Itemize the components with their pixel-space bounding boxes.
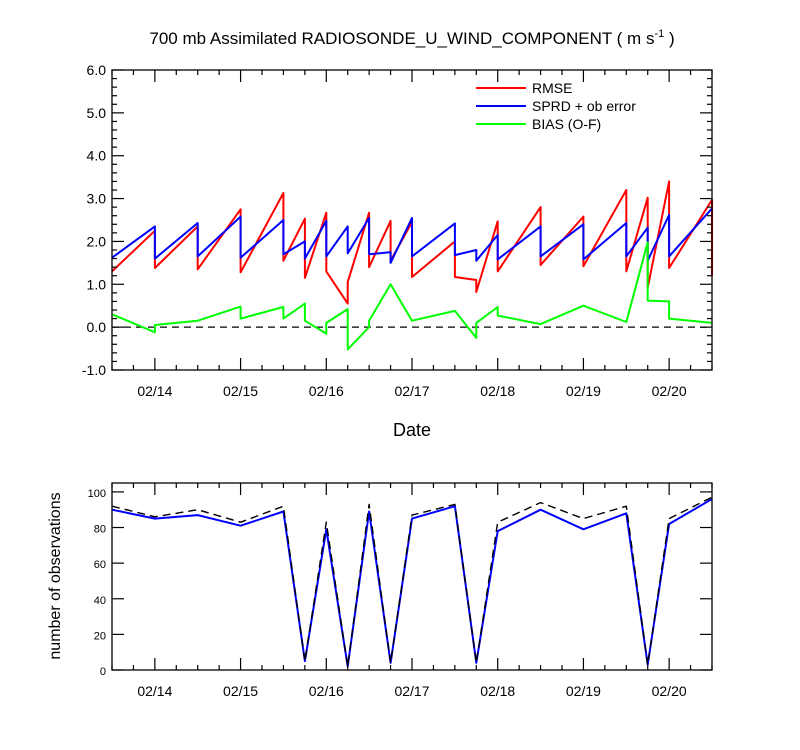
x-tick-label: 02/18: [480, 383, 515, 399]
y-tick-label: 2.0: [87, 233, 107, 249]
series-line-obs-used: [111, 498, 713, 668]
series-line-sprd-ob-error: [111, 207, 713, 264]
x-tick-label: 02/15: [223, 683, 258, 699]
y-tick-label: 0.0: [87, 319, 107, 335]
legend-label-bias: BIAS (O-F): [532, 116, 601, 132]
top-y-tick-labels: -1.0 0.0 1.0 2.0 3.0 4.0 5.0 6.0: [82, 62, 106, 378]
y-tick-label: 80: [94, 524, 106, 536]
y-tick-label: 3.0: [87, 191, 107, 207]
bottom-y-axis-label: number of observations: [47, 492, 64, 659]
x-tick-label: 02/20: [652, 383, 687, 399]
legend-item-sprd: SPRD + ob error: [476, 98, 636, 114]
chart-title-main: 700 mb Assimilated RADIOSONDE_U_WIND_COM…: [149, 29, 654, 48]
bottom-y-tick-labels: 0 20 40 60 80 100: [88, 488, 106, 678]
y-tick-label: 40: [94, 595, 106, 607]
series-line-obs-available: [111, 496, 713, 668]
y-tick-label: 100: [88, 488, 106, 500]
series-line-bias-o-f-: [111, 241, 713, 351]
y-tick-label: 1.0: [87, 276, 107, 292]
top-x-axis-label: Date: [393, 420, 431, 440]
top-plot-frame: [111, 69, 713, 371]
legend-label-sprd: SPRD + ob error: [532, 98, 636, 114]
x-tick-label: 02/20: [652, 683, 687, 699]
x-tick-label: 02/15: [223, 383, 258, 399]
y-tick-label: 6.0: [87, 62, 107, 78]
x-tick-label: 02/14: [137, 383, 172, 399]
x-tick-label: 02/16: [309, 683, 344, 699]
legend-item-rmse: RMSE: [476, 80, 572, 96]
legend-label-rmse: RMSE: [532, 80, 572, 96]
legend: RMSE SPRD + ob error BIAS (O-F): [476, 80, 636, 132]
y-tick-label: 20: [94, 630, 106, 642]
x-tick-label: 02/17: [394, 683, 429, 699]
top-x-tick-labels: 02/14 02/15 02/16 02/17 02/18 02/19 02/20: [137, 383, 687, 399]
chart-title-superscript: -1: [654, 28, 664, 40]
y-tick-label: 60: [94, 559, 106, 571]
y-tick-label: 0: [100, 666, 106, 678]
bottom-x-tick-labels: 02/14 02/15 02/16 02/17 02/18 02/19 02/20: [137, 683, 687, 699]
x-tick-label: 02/19: [566, 683, 601, 699]
x-tick-label: 02/19: [566, 383, 601, 399]
legend-item-bias: BIAS (O-F): [476, 116, 601, 132]
bottom-series-lines: [111, 496, 713, 668]
chart-title-close: ): [664, 29, 674, 48]
y-tick-label: 4.0: [87, 148, 107, 164]
top-chart: 700 mb Assimilated RADIOSONDE_U_WIND_COM…: [82, 28, 713, 440]
bottom-plot-frame: [111, 482, 713, 671]
x-tick-label: 02/18: [480, 683, 515, 699]
x-tick-label: 02/14: [137, 683, 172, 699]
x-tick-label: 02/17: [394, 383, 429, 399]
y-tick-label: -1.0: [82, 362, 106, 378]
x-tick-label: 02/16: [309, 383, 344, 399]
y-tick-label: 5.0: [87, 105, 107, 121]
top-series-lines: [111, 180, 713, 351]
chart-title: 700 mb Assimilated RADIOSONDE_U_WIND_COM…: [149, 28, 674, 48]
